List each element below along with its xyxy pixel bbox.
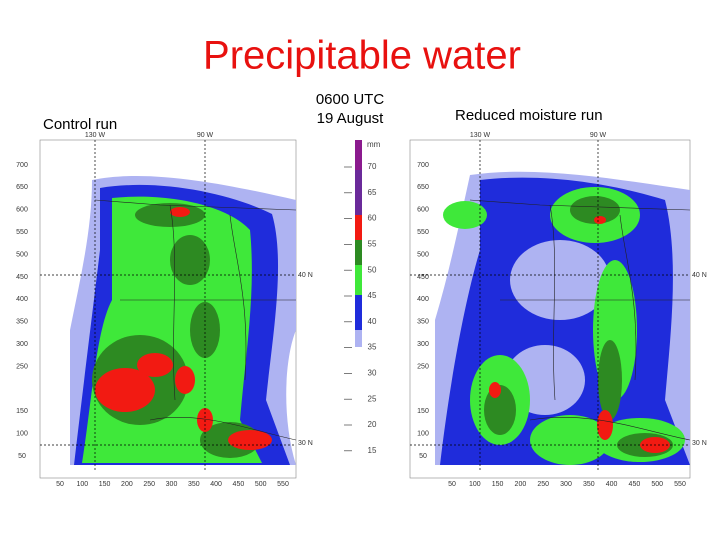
y-tick-label: 300 (16, 341, 28, 348)
colorbar-label: 50 (368, 265, 377, 274)
color-swatch (355, 265, 362, 295)
y-tick-label: 700 (417, 162, 429, 169)
colorbar-label: 55 (368, 240, 377, 249)
boundaries (469, 199, 691, 441)
x-tick-label: 50 (56, 481, 64, 488)
x-tick-label: 500 (651, 481, 663, 488)
y-tick-label: 500 (417, 251, 429, 258)
color-swatch (355, 295, 362, 330)
y-tick-label: 150 (417, 408, 429, 415)
x-tick-label: 350 (188, 481, 200, 488)
x-tick-label: 300 (166, 481, 178, 488)
colorbar-unit: mm (367, 140, 381, 149)
y-tick-label: 550 (16, 229, 28, 236)
y-tick-label: 500 (16, 251, 28, 258)
y-tick-label: 400 (16, 296, 28, 303)
color-swatch (355, 170, 362, 215)
x-tick-label: 250 (537, 481, 549, 488)
y-tick-label: 100 (417, 431, 429, 438)
panel-label: Reduced moisture run (455, 107, 603, 124)
y-tick-label: 350 (417, 319, 429, 326)
graticule (410, 140, 690, 470)
x-tick-label: 200 (121, 481, 133, 488)
colorbar-label: 25 (368, 394, 377, 403)
x-tick-label: 450 (629, 481, 641, 488)
y-tick-label: 650 (417, 184, 429, 191)
x-tick-label: 300 (560, 481, 572, 488)
color-swatch (355, 140, 362, 170)
y-tick-label: 100 (16, 431, 28, 438)
y-tick-label: 450 (16, 274, 28, 281)
colorbar-label: 45 (368, 291, 377, 300)
panel-label: Control run (43, 116, 117, 133)
x-tick-label: 50 (448, 481, 456, 488)
x-tick-label: 150 (99, 481, 111, 488)
colorbar-label: 30 (368, 369, 377, 378)
y-tick-label: 300 (417, 341, 429, 348)
lat-label: 30 N (298, 440, 313, 447)
colorbar-label: 40 (368, 317, 377, 326)
y-tick-label: 600 (16, 207, 28, 214)
x-tick-label: 250 (143, 481, 155, 488)
lat-label: 40 N (692, 272, 707, 279)
color-swatch (355, 240, 362, 265)
y-tick-label: 450 (417, 274, 429, 281)
colorbar-label: 70 (368, 162, 377, 171)
slide-title: Precipitable water (203, 34, 521, 78)
boundaries (94, 199, 297, 441)
x-tick-label: 550 (277, 481, 289, 488)
y-tick-label: 150 (16, 408, 28, 415)
color-swatch (355, 330, 362, 347)
lon-label: 130 W (470, 132, 491, 139)
x-tick-label: 100 (469, 481, 481, 488)
time-label: 0600 UTC (316, 91, 385, 108)
x-tick-label: 150 (492, 481, 504, 488)
lon-label: 130 W (85, 132, 106, 139)
colorbar-label: 60 (368, 214, 377, 223)
y-tick-label: 650 (16, 184, 28, 191)
colorbar-label: 35 (368, 343, 377, 352)
lat-label: 30 N (692, 440, 707, 447)
colorbar-label: 20 (368, 420, 377, 429)
lat-label: 40 N (298, 272, 313, 279)
x-tick-label: 550 (674, 481, 686, 488)
y-tick-label: 400 (417, 296, 429, 303)
x-tick-label: 450 (233, 481, 245, 488)
y-tick-label: 550 (417, 229, 429, 236)
x-tick-label: 500 (255, 481, 267, 488)
y-tick-label: 600 (417, 207, 429, 214)
x-tick-label: 400 (606, 481, 618, 488)
y-tick-label: 700 (16, 162, 28, 169)
x-tick-label: 400 (210, 481, 222, 488)
date-label: 19 August (317, 110, 385, 127)
x-tick-label: 100 (76, 481, 88, 488)
y-tick-label: 50 (18, 453, 26, 460)
x-tick-label: 350 (583, 481, 595, 488)
lon-label: 90 W (590, 132, 607, 139)
reduced-map (409, 139, 691, 479)
y-tick-label: 50 (419, 453, 427, 460)
y-tick-label: 250 (417, 363, 429, 370)
colorbar-label: 15 (368, 446, 377, 455)
color-swatch (355, 215, 362, 240)
colorbar: mm (355, 140, 381, 347)
control-map (39, 139, 297, 479)
graticule (40, 140, 296, 470)
lon-label: 90 W (197, 132, 214, 139)
x-tick-label: 200 (515, 481, 527, 488)
colorbar-label: 65 (368, 188, 377, 197)
y-tick-label: 350 (16, 319, 28, 326)
y-tick-label: 250 (16, 363, 28, 370)
